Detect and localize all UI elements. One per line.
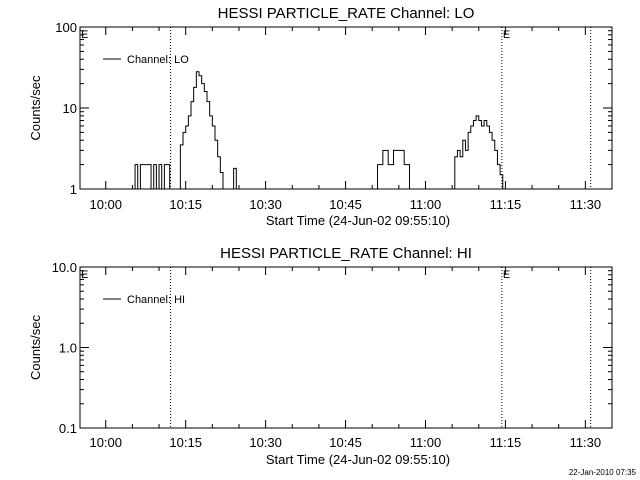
chart-title: HESSI PARTICLE_RATE Channel: HI <box>220 245 472 262</box>
x-tick-label: 11:30 <box>570 197 602 212</box>
series-line-segment <box>372 149 411 190</box>
series-line-segment <box>132 164 174 190</box>
x-tick-label: 10:00 <box>89 435 122 450</box>
legend-entry: Channel: HI <box>127 294 185 306</box>
y-tick-label: 100 <box>55 20 77 35</box>
y-tick-label: 10.0 <box>52 260 77 275</box>
x-tick-label: 11:30 <box>570 435 602 450</box>
event-marker-label: E <box>503 269 510 281</box>
x-axis-label: Start Time (24-Jun-02 09:55:10) <box>266 213 450 228</box>
generation-timestamp: 22-Jan-2010 07:35 <box>569 468 637 477</box>
y-tick-label: 1 <box>70 182 77 197</box>
chart-panel-2: HESSI PARTICLE_RATE Channel: HI 10:00 10:1… <box>28 245 613 467</box>
y-tick-label: 0.1 <box>59 421 77 436</box>
plot-frame <box>79 266 613 429</box>
x-tick-label: 10:00 <box>89 197 122 212</box>
x-tick-label: 10:15 <box>169 197 202 212</box>
x-tick-label: 10:45 <box>329 435 362 450</box>
x-tick-label: 11:00 <box>410 197 442 212</box>
legend-entry: Channel: LO <box>127 54 189 66</box>
x-tick-label: 10:45 <box>329 197 362 212</box>
x-tick-label: 10:15 <box>169 435 202 450</box>
y-tick-label: 1.0 <box>59 341 77 356</box>
y-axis-label: Counts/sec <box>28 75 43 141</box>
corner-label: E <box>81 269 88 281</box>
x-tick-label: 11:15 <box>490 435 522 450</box>
series-line-segment <box>230 167 238 190</box>
event-marker-label: E <box>503 29 510 41</box>
series-line-segment <box>177 71 224 190</box>
y-tick-label: 10 <box>63 101 77 116</box>
y-axis-label: Counts/sec <box>28 314 43 380</box>
x-tick-label: 10:30 <box>249 197 282 212</box>
corner-label: E <box>81 29 88 41</box>
x-tick-label: 11:15 <box>490 197 522 212</box>
series-line-segment <box>452 115 504 190</box>
x-tick-label: 10:30 <box>249 435 282 450</box>
chart-title: HESSI PARTICLE_RATE Channel: LO <box>218 5 475 22</box>
x-tick-label: 11:00 <box>410 435 442 450</box>
chart-panel-1: HESSI PARTICLE_RATE Channel: LO 10:00 10:1… <box>28 5 613 228</box>
x-axis-label: Start Time (24-Jun-02 09:55:10) <box>266 452 450 467</box>
